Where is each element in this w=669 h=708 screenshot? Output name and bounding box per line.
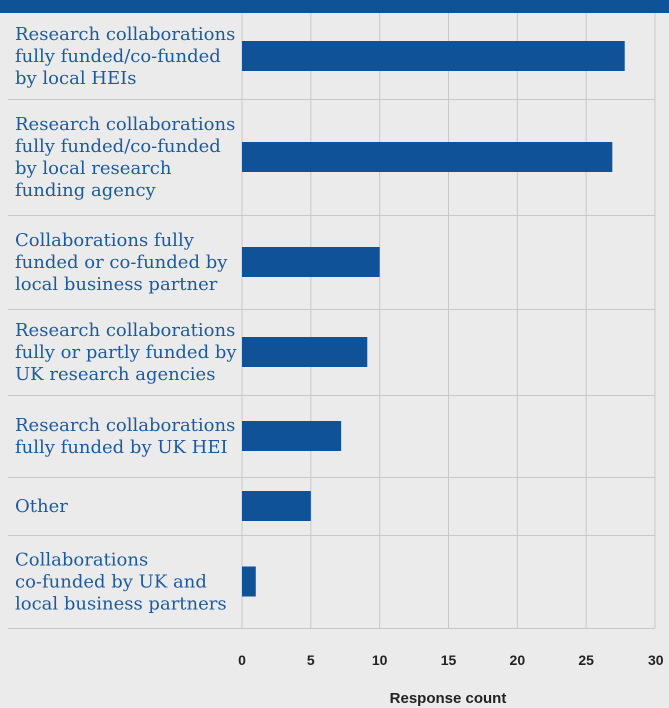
row-separators	[8, 99, 655, 629]
bar	[242, 337, 368, 367]
x-tick-label: 25	[578, 652, 594, 668]
bar	[242, 566, 256, 597]
x-tick-label: 15	[441, 652, 457, 668]
bar	[242, 421, 342, 451]
category-label: Other	[15, 496, 68, 517]
x-tick-labels: 0 5 10 15 20 25 30	[238, 652, 664, 668]
category-label: Research collaborations fully or partly f…	[15, 320, 237, 385]
x-tick-label: 5	[307, 652, 315, 668]
category-label: Research collaborations fully funded/co-f…	[15, 114, 235, 201]
bar	[242, 247, 380, 277]
category-labels: Research collaborations fully funded/co-f…	[15, 24, 237, 615]
x-tick-label: 20	[510, 652, 526, 668]
category-label: Collaborations fully funded or co-funded …	[15, 230, 228, 295]
category-label: Research collaborations fully funded/co-f…	[15, 24, 235, 89]
x-tick-label: 10	[372, 652, 388, 668]
bars	[242, 41, 625, 597]
grid-lines	[241, 13, 656, 628]
bar	[242, 142, 613, 172]
bar	[242, 41, 625, 71]
header-band	[0, 0, 669, 13]
category-label: Research collaborations fully funded by U…	[15, 415, 235, 458]
x-tick-label: 0	[238, 652, 246, 668]
bar	[242, 491, 311, 521]
x-axis-title: Response count	[390, 690, 507, 707]
category-label: Collaborations co-funded by UK and local b…	[15, 550, 227, 615]
x-tick-label: 30	[648, 652, 664, 668]
